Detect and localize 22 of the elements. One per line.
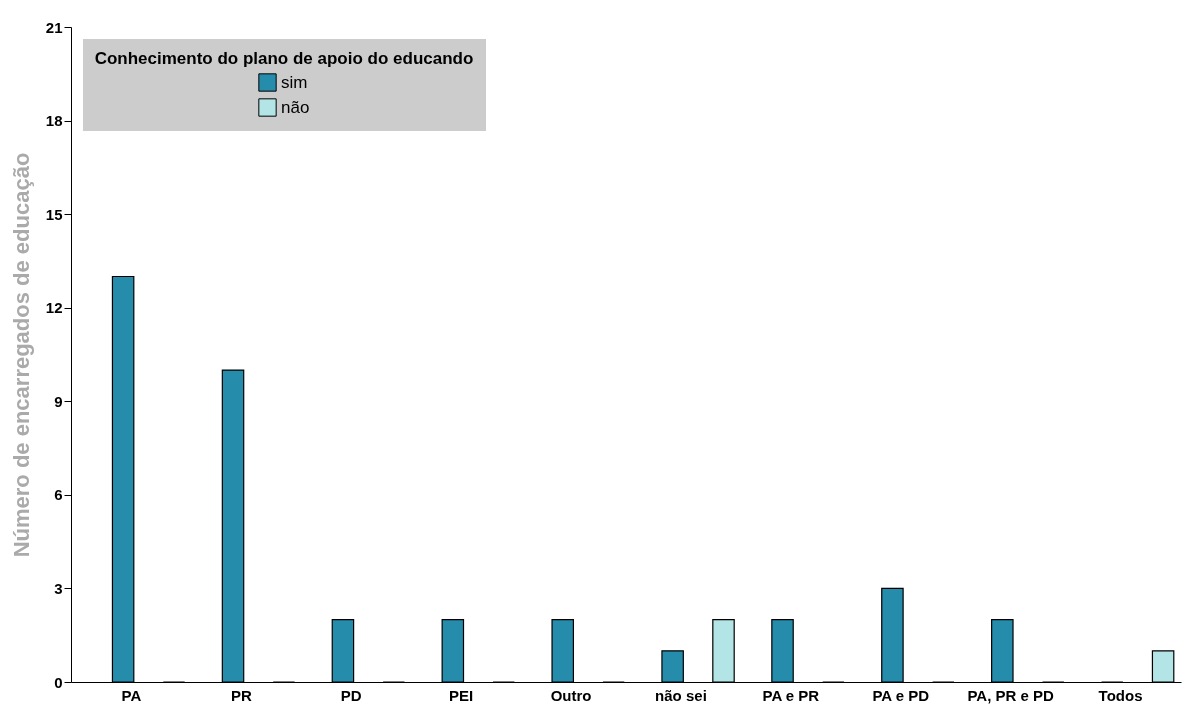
y-axis-title: Número de encarregados de educação: [8, 152, 34, 558]
y-tick-label: 6: [54, 486, 63, 504]
y-tick-label: 21: [45, 18, 63, 36]
x-tick-label: PR: [230, 686, 252, 704]
y-tick-label: 0: [54, 673, 63, 691]
x-tick-label: PA: [121, 686, 142, 704]
x-tick-label: PD: [340, 686, 362, 704]
x-tick-label: Todos: [1098, 686, 1143, 704]
x-tick-label: PA, PR e PD: [967, 686, 1055, 704]
y-tick-label: 9: [54, 392, 63, 410]
legend-label: sim: [281, 72, 308, 92]
legend-label: não: [281, 97, 310, 117]
x-tick-label: PEI: [449, 686, 474, 704]
x-tick-label: PA e PR: [762, 686, 820, 704]
x-tick-label: não sei: [655, 686, 707, 704]
x-tick-label: Outro: [550, 686, 592, 704]
y-tick-label: 3: [54, 579, 63, 597]
legend-title: Conhecimento do plano de apoio do educando: [94, 49, 474, 68]
y-tick-label: 15: [45, 205, 63, 223]
x-tick-label: PA e PD: [872, 686, 930, 704]
y-tick-label: 12: [45, 299, 63, 317]
y-tick-label: 18: [45, 112, 63, 130]
